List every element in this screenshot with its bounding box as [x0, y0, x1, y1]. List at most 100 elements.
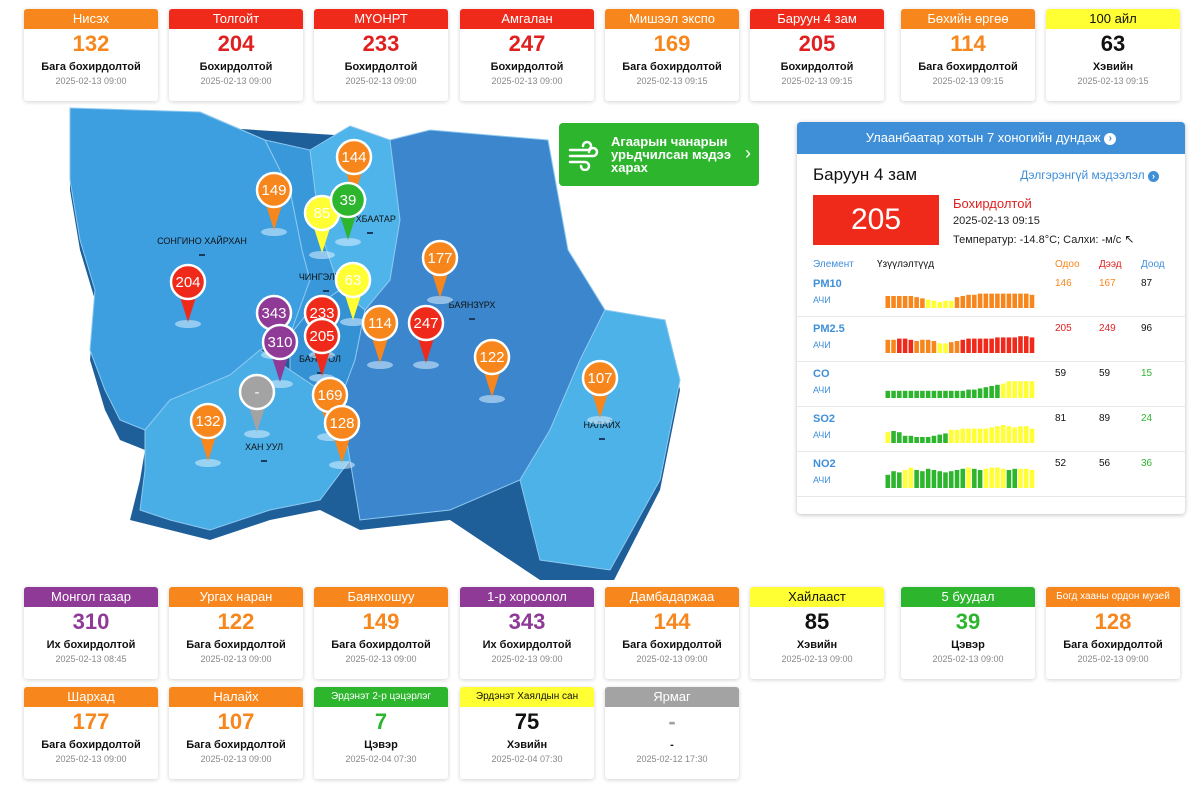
- map-pin[interactable]: 177: [421, 239, 459, 304]
- map-pin[interactable]: 247: [407, 304, 445, 369]
- panel-header-title: Улаанбаатар хотын 7 хоногийн дундаж: [865, 130, 1101, 145]
- pin-shadow: [479, 395, 505, 403]
- sparkline-bar: [902, 435, 908, 443]
- map-pin[interactable]: 205: [303, 317, 341, 382]
- sparkline-bar: [931, 341, 937, 353]
- pin-shadow: [413, 361, 439, 369]
- forecast-button[interactable]: Агаарын чанарын урьдчилсан мэдээ харах ›: [559, 123, 759, 186]
- sparkline-bar: [1029, 294, 1035, 308]
- station-name: Богд хааны ордон музей: [1046, 587, 1180, 607]
- aqi-level: Бохирдолтой: [199, 61, 273, 73]
- station-card[interactable]: Шархад 177 Бага бохирдолтой 2025-02-13 09:0…: [24, 687, 158, 779]
- district-marker: [599, 438, 605, 440]
- sparkline-bar: [1023, 336, 1029, 353]
- station-card[interactable]: Ургах наран 122 Бага бохирдолтой 2025-02-13…: [169, 587, 303, 679]
- map-pin[interactable]: 132: [189, 402, 227, 467]
- timestamp: 2025-02-13 09:00: [491, 654, 563, 664]
- pin-circle: [473, 338, 511, 376]
- station-card[interactable]: Баянхошуу 149 Бага бохирдолтой 2025-02-13 0…: [314, 587, 448, 679]
- station-card[interactable]: Эрдэнэт Хаялдын сан 75 Хэвийн 2025-02-04 07…: [460, 687, 594, 779]
- pin-tail: [179, 294, 197, 322]
- sparkline-bar: [914, 341, 919, 353]
- pollutant-unit: АЧИ: [813, 340, 831, 350]
- map-pin[interactable]: -: [238, 373, 276, 438]
- aqi-level: Их бохирдолтой: [482, 639, 572, 651]
- timestamp: 2025-02-04 07:30: [491, 754, 563, 764]
- more-info-link[interactable]: Дэлгэрэнгүй мэдээлэл ›: [1020, 168, 1159, 182]
- map-pin[interactable]: 39: [329, 181, 367, 246]
- station-card[interactable]: Хайлааст 85 Хэвийн 2025-02-13 09:00: [750, 587, 884, 679]
- map-pin[interactable]: 149: [255, 171, 293, 236]
- pollutant-row: CO АЧИ 59 59 15: [797, 362, 1185, 407]
- sparkline-bar: [885, 390, 891, 398]
- station-card[interactable]: Богд хааны ордон музей 128 Бага бохирдолто…: [1046, 587, 1180, 679]
- map-pin[interactable]: 204: [169, 263, 207, 328]
- sparkline-bar: [989, 467, 994, 488]
- sparkline-bar: [977, 470, 983, 488]
- timestamp: 2025-02-13 08:45: [55, 654, 127, 664]
- station-card[interactable]: 1-р хороолол 343 Их бохирдолтой 2025-02-13 …: [460, 587, 594, 679]
- pin-tail: [265, 202, 283, 230]
- pin-label: 149: [261, 182, 286, 199]
- aqi-level: Бага бохирдолтой: [186, 639, 286, 651]
- station-card[interactable]: Эрдэнэт 2-р цэцэрлэг 7 Цэвэр 2025-02-04 07:…: [314, 687, 448, 779]
- wind-direction-icon: ↖: [1124, 232, 1135, 246]
- station-name: Ярмаг: [605, 687, 739, 707]
- district-bayanzurkh[interactable]: [339, 129, 606, 521]
- station-name: Шархад: [24, 687, 158, 707]
- pin-shadow: [195, 459, 221, 467]
- station-card[interactable]: Толгойт 204 Бохирдолтой 2025-02-13 09:00: [169, 9, 303, 101]
- pin-tail: [271, 354, 289, 382]
- timestamp: 2025-02-13 09:00: [781, 654, 853, 664]
- station-card[interactable]: Налайх 107 Бага бохирдолтой 2025-02-13 09:0…: [169, 687, 303, 779]
- map-pin[interactable]: 114: [361, 304, 399, 369]
- sparkline-bar: [983, 428, 989, 443]
- station-card[interactable]: 100 айл 63 Хэвийн 2025-02-13 09:15: [1046, 9, 1180, 101]
- map-pin[interactable]: 107: [581, 359, 619, 424]
- sparkline-bar: [1000, 425, 1006, 443]
- pin-circle: [238, 373, 276, 411]
- station-card[interactable]: Амгалан 247 Бохирдолтой 2025-02-13 09:00: [460, 9, 594, 101]
- map-pin[interactable]: 128: [323, 404, 361, 469]
- chevron-circle-right-icon: ›: [1148, 171, 1159, 182]
- pin-label: 128: [329, 415, 354, 432]
- map-pin[interactable]: 310: [261, 323, 299, 388]
- sparkline-bar: [1012, 427, 1017, 443]
- pin-tail: [431, 270, 449, 298]
- station-name: Бөхийн өргөө: [901, 9, 1035, 29]
- station-card[interactable]: Мишээл экспо 169 Бага бохирдолтой 2025-02-1…: [605, 9, 739, 101]
- pin-label: 85: [314, 205, 331, 222]
- pollutant-min: 96: [1141, 323, 1153, 334]
- sparkline-bar: [966, 428, 971, 443]
- station-name: Эрдэнэт 2-р цэцэрлэг: [314, 687, 448, 707]
- station-card[interactable]: Баруун 4 зам 205 Бохирдолтой 2025-02-13 09:…: [750, 9, 884, 101]
- station-card[interactable]: Дамбадаржаа 144 Бага бохирдолтой 2025-02-13…: [605, 587, 739, 679]
- map-pin[interactable]: 122: [473, 338, 511, 403]
- map-pin[interactable]: 63: [334, 261, 372, 326]
- sparkline-bars: [885, 336, 1035, 353]
- aqi-level: Бага бохирдолтой: [622, 61, 722, 73]
- aqi-value: 75: [514, 709, 540, 734]
- station-card[interactable]: 5 буудал 39 Цэвэр 2025-02-13 09:00: [901, 587, 1035, 679]
- pollutant-now: 52: [1055, 458, 1067, 469]
- timestamp: 2025-02-13 09:00: [200, 654, 272, 664]
- district-label-songino-khairkhan: СОНГИНО ХАЙРХАН: [157, 235, 247, 246]
- pin-circle: [189, 402, 227, 440]
- station-card[interactable]: Ярмаг - -2025-02-12 17:30: [605, 687, 739, 779]
- aqi-value: 122: [217, 609, 255, 634]
- aqi-level: Бага бохирдолтой: [331, 639, 431, 651]
- timestamp: 2025-02-13 09:15: [1077, 76, 1149, 86]
- sparkline-bar: [925, 339, 931, 353]
- sparkline-bar: [891, 471, 896, 488]
- station-card[interactable]: Нисэх 132 Бага бохирдолтой 2025-02-13 09:00: [24, 9, 158, 101]
- sparkline-bar: [995, 293, 1000, 308]
- sparkline-bars: [885, 425, 1035, 443]
- sparkline-bar: [943, 300, 948, 308]
- sparkline-bar: [925, 468, 931, 488]
- station-card[interactable]: МҮОНРТ 233 Бохирдолтой 2025-02-13 09:00: [314, 9, 448, 101]
- aqi-value: 63: [1100, 31, 1126, 56]
- station-card[interactable]: Монгол газар 310 Их бохирдолтой 2025-02-13 …: [24, 587, 158, 679]
- panel-header[interactable]: Улаанбаатар хотын 7 хоногийн дундаж ›: [797, 122, 1185, 154]
- sparkline-bar: [960, 339, 966, 353]
- station-card[interactable]: Бөхийн өргөө 114 Бага бохирдолтой 2025-02-1…: [901, 9, 1035, 101]
